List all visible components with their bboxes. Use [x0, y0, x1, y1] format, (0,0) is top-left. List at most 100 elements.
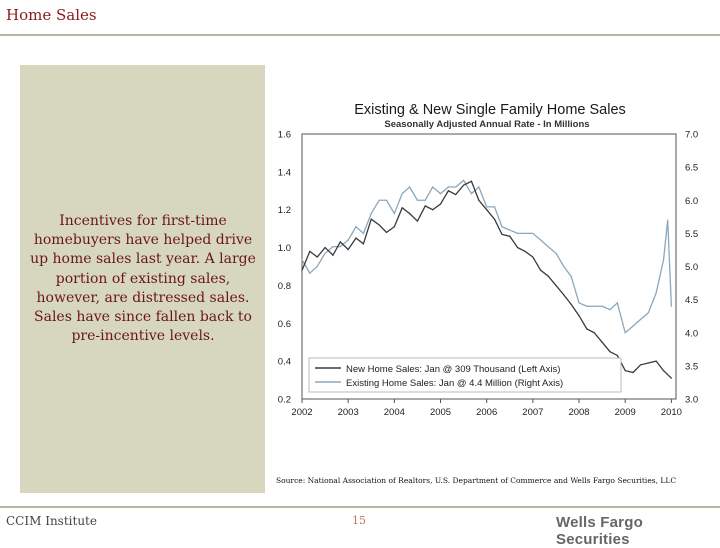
- new-home-sales-point: [339, 241, 341, 243]
- right-axis-tick-label: 5.0: [685, 262, 698, 273]
- existing-home-sales-point: [501, 226, 503, 228]
- existing-home-sales-point: [393, 212, 395, 215]
- existing-home-sales-point: [524, 232, 526, 234]
- existing-home-sales-point: [408, 186, 411, 188]
- left-axis-tick-label: 1.0: [278, 243, 291, 254]
- x-axis-tick-label: 2009: [615, 407, 636, 418]
- existing-home-sales-point: [324, 252, 326, 254]
- left-axis-tick-label: 1.2: [278, 205, 291, 216]
- legend-label-existing: Existing Home Sales: Jan @ 4.4 Million (…: [346, 378, 563, 389]
- new-home-sales-point: [517, 246, 519, 249]
- new-home-sales-point: [393, 226, 395, 228]
- new-home-sales-point: [570, 303, 572, 305]
- new-home-sales-point: [524, 250, 526, 252]
- legend-box: [308, 357, 622, 393]
- new-home-sales-point: [347, 248, 349, 251]
- existing-home-sales-point: [385, 199, 388, 201]
- new-home-sales-point: [416, 220, 419, 222]
- existing-home-sales-point: [632, 325, 634, 327]
- existing-home-sales-point: [447, 186, 449, 188]
- new-home-sales-point: [547, 275, 549, 277]
- existing-home-sales-point: [301, 259, 303, 261]
- slide-title: Home Sales: [6, 6, 97, 24]
- new-home-sales-point: [555, 284, 557, 287]
- new-home-sales-point: [662, 370, 665, 372]
- new-home-sales-point: [332, 254, 334, 256]
- existing-home-sales-point: [470, 193, 473, 195]
- existing-home-sales-point: [478, 186, 480, 188]
- new-home-sales-point: [478, 199, 480, 201]
- existing-home-sales-point: [639, 318, 642, 321]
- left-axis-tick-label: 0.8: [278, 281, 291, 292]
- existing-home-sales-point: [355, 226, 357, 228]
- existing-home-sales-point: [439, 193, 442, 195]
- new-home-sales-point: [455, 193, 457, 196]
- new-home-sales-point: [563, 294, 565, 296]
- existing-home-sales-point: [378, 199, 380, 201]
- new-home-sales-point: [316, 256, 318, 258]
- existing-home-sales-point: [670, 305, 672, 307]
- new-home-sales-point: [647, 362, 649, 364]
- top-divider: [0, 34, 720, 36]
- chart-subtitle: Seasonally Adjusted Annual Rate - In Mil…: [384, 119, 589, 130]
- existing-home-sales-point: [316, 265, 318, 268]
- new-home-sales-point: [424, 205, 426, 207]
- right-axis-tick-label: 7.0: [685, 130, 698, 141]
- existing-home-sales-point: [370, 212, 372, 215]
- existing-home-sales-point: [647, 312, 649, 314]
- new-home-sales-point: [509, 235, 511, 237]
- new-home-sales-point: [624, 370, 626, 372]
- new-home-sales-point: [378, 224, 380, 226]
- right-axis-tick-label: 6.0: [685, 196, 698, 207]
- home-sales-chart: Existing & New Single Family Home Sales …: [278, 102, 698, 418]
- existing-home-sales-point: [555, 252, 557, 254]
- new-home-sales-point: [447, 190, 449, 192]
- existing-home-sales-point: [578, 302, 580, 304]
- existing-home-sales-point: [486, 206, 488, 208]
- existing-home-sales-point: [463, 179, 465, 181]
- existing-home-sales-point: [424, 199, 426, 201]
- x-axis-tick-label: 2003: [338, 407, 359, 418]
- x-axis-tick-label: 2002: [291, 407, 312, 418]
- x-axis-tick-label: 2004: [384, 407, 405, 418]
- new-home-sales-point: [616, 354, 618, 357]
- legend-label-new: New Home Sales: Jan @ 309 Thousand (Left…: [346, 364, 560, 375]
- legend: New Home Sales: Jan @ 309 Thousand (Left…: [308, 357, 622, 393]
- new-home-sales-point: [655, 360, 657, 362]
- existing-home-sales-point: [547, 246, 549, 248]
- x-axis-tick-label: 2008: [568, 407, 589, 418]
- x-axis-tick-label: 2005: [430, 407, 451, 418]
- existing-home-sales-point: [347, 239, 349, 241]
- new-home-sales-point: [670, 377, 672, 379]
- left-axis-tick-label: 1.6: [278, 130, 291, 141]
- source-note: Source: National Association of Realtors…: [276, 476, 677, 485]
- existing-home-sales-point: [517, 232, 519, 234]
- existing-home-sales-point: [339, 246, 341, 248]
- left-axis-tick-label: 0.6: [278, 319, 291, 330]
- new-home-sales-point: [301, 269, 303, 271]
- existing-home-sales-point: [493, 206, 496, 208]
- new-home-sales-point: [493, 218, 496, 220]
- new-home-sales-point: [632, 371, 634, 374]
- existing-home-sales-point: [362, 232, 365, 234]
- left-axis-tick-label: 0.2: [278, 395, 291, 406]
- new-home-sales-point: [385, 231, 388, 234]
- panel-body-text: Incentives for first-time homebuyers hav…: [30, 213, 256, 345]
- x-axis-tick-label: 2007: [522, 407, 543, 418]
- right-axis-tick-label: 4.5: [685, 295, 698, 306]
- existing-home-sales-point: [593, 305, 595, 307]
- right-axis-tick-label: 5.5: [685, 229, 698, 240]
- new-home-sales-point: [601, 341, 603, 343]
- existing-home-sales-point: [601, 305, 603, 307]
- new-home-sales-point: [370, 218, 372, 220]
- chart-title: Existing & New Single Family Home Sales: [354, 102, 626, 118]
- new-home-sales-point: [540, 269, 542, 271]
- x-axis-tick-label: 2006: [476, 407, 497, 418]
- text-panel: [20, 65, 265, 493]
- new-home-sales-point: [362, 243, 365, 245]
- existing-home-sales-point: [570, 275, 572, 278]
- new-home-sales-point: [439, 203, 442, 205]
- right-axis-tick-label: 6.5: [685, 163, 698, 174]
- new-home-sales-point: [501, 233, 503, 235]
- new-home-sales-point: [578, 315, 580, 317]
